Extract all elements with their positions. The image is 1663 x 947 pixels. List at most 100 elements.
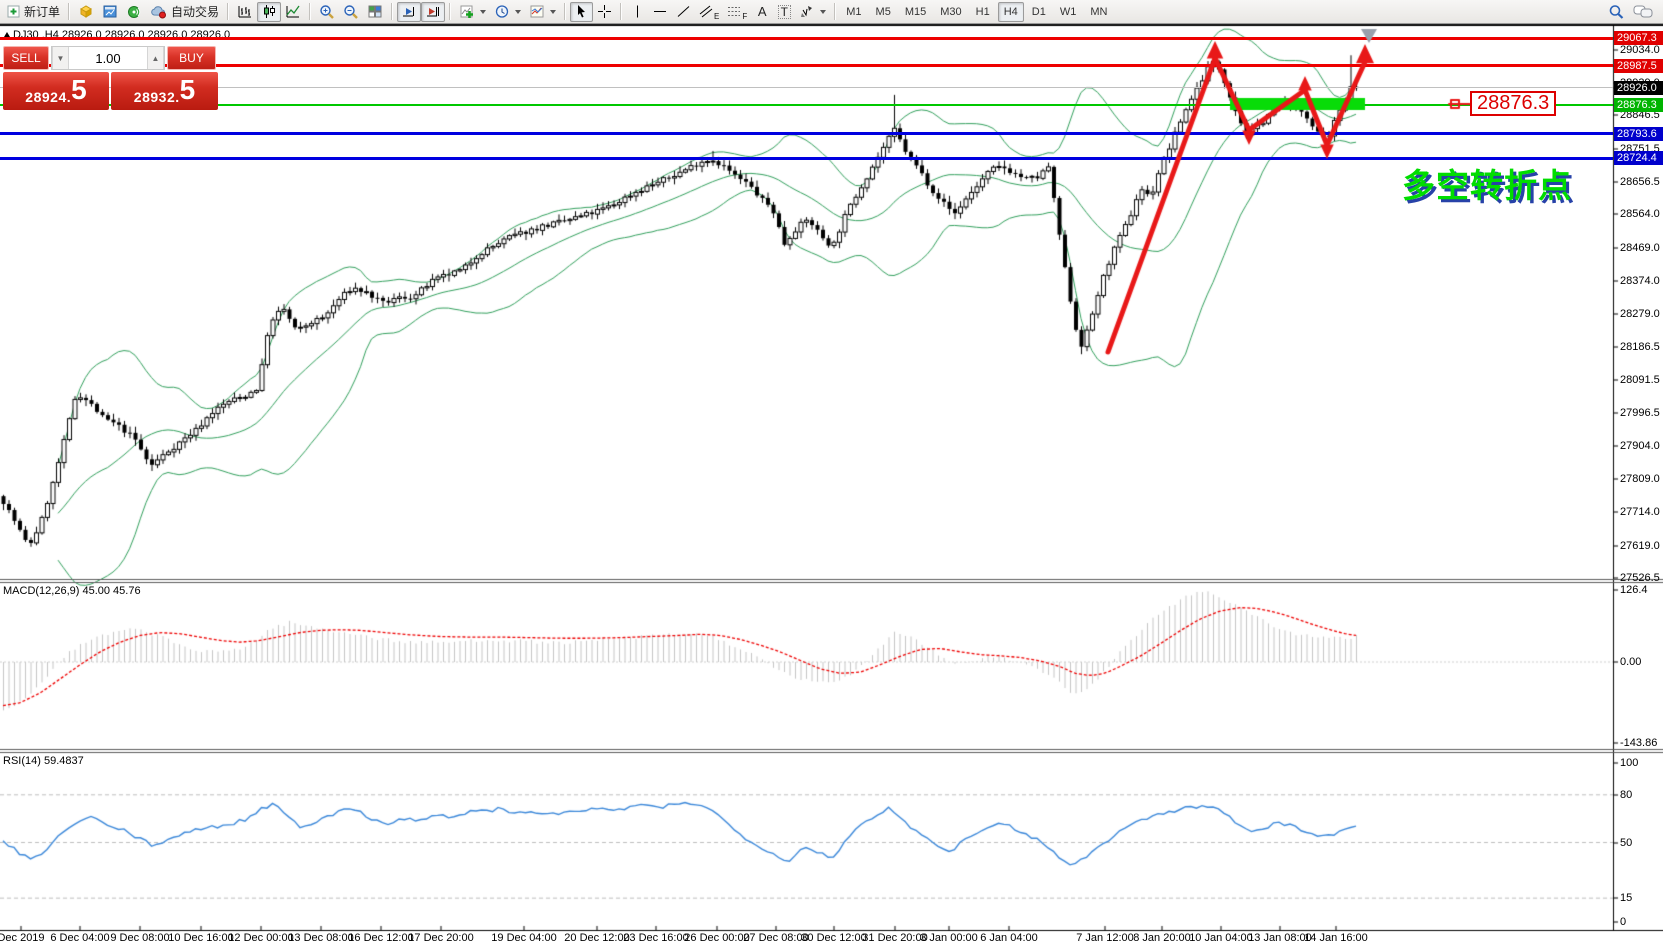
auto-scroll-button[interactable]: [397, 1, 422, 22]
line-chart-button[interactable]: [281, 2, 305, 22]
clock-icon: [494, 4, 510, 19]
volume-increase-button[interactable]: ▲: [147, 47, 164, 69]
buy-price[interactable]: 28932. 5: [111, 72, 218, 110]
equidistant-channel-tool-button[interactable]: E: [695, 2, 723, 22]
signal-button[interactable]: [122, 2, 146, 22]
channel-icon: [699, 4, 713, 19]
horizontal-line-tool-button[interactable]: [648, 2, 672, 22]
time-axis-label: 26 Dec 00:00: [684, 932, 750, 944]
volume-decrease-button[interactable]: ▼: [52, 47, 69, 69]
price-axis-tick: 28374.0: [1620, 274, 1660, 287]
toolbar-separator: [391, 3, 394, 20]
fibonacci-tool-button[interactable]: F: [723, 2, 751, 22]
price-level-line[interactable]: [0, 36, 1613, 40]
timeframe-m15-button[interactable]: M15: [899, 2, 932, 22]
rsi-axis-tick: 15: [1620, 892, 1633, 905]
rsi-axis-tick: 80: [1620, 788, 1633, 801]
new-order-button[interactable]: 新订单: [2, 2, 64, 22]
auto-trading-button[interactable]: 自动交易: [146, 2, 223, 22]
templates-icon: [529, 4, 545, 19]
market-watch-button[interactable]: [74, 2, 98, 22]
zoom-out-button[interactable]: [339, 2, 363, 22]
price-level-line[interactable]: [0, 156, 1613, 160]
price-level-line[interactable]: [0, 64, 1613, 68]
time-axis-label: Dec 2019: [0, 932, 45, 944]
candlestick-chart-button[interactable]: [257, 1, 282, 22]
time-axis-label: 23 Dec 16:00: [623, 932, 689, 944]
time-axis-label: 13 Jan 08:00: [1248, 932, 1312, 944]
add-indicator-icon: [459, 4, 475, 19]
volume-input[interactable]: [69, 47, 147, 69]
bar-chart-button[interactable]: [233, 2, 257, 22]
vertical-line-tool-button[interactable]: [626, 2, 648, 22]
price-axis-tick: 28279.0: [1620, 308, 1660, 321]
bar-chart-icon: [237, 4, 253, 19]
price-level-line[interactable]: [0, 132, 1613, 136]
templates-button[interactable]: [525, 2, 560, 22]
trendline-tool-button[interactable]: [672, 2, 695, 22]
price-axis-tick: 28469.0: [1620, 241, 1660, 254]
label-tool-button[interactable]: T: [773, 2, 795, 22]
timeframe-m5-button[interactable]: M5: [870, 2, 897, 22]
time-axis-label: 8 Jan 20:00: [1133, 932, 1191, 944]
timeframe-h1-button[interactable]: H1: [970, 2, 996, 22]
toolbar-separator: [227, 3, 230, 20]
toolbar-separator: [564, 3, 567, 20]
search-button[interactable]: [1604, 2, 1629, 22]
add-indicator-button[interactable]: [455, 2, 490, 22]
price-axis-tick: 27904.0: [1620, 439, 1660, 452]
time-axis-label: 16 Dec 12:00: [348, 932, 414, 944]
price-level-line[interactable]: [0, 87, 1613, 89]
timeframe-m1-button[interactable]: M1: [840, 2, 867, 22]
auto-scroll-icon: [401, 4, 417, 19]
periods-button[interactable]: [490, 2, 525, 22]
timeframe-m30-button[interactable]: M30: [934, 2, 967, 22]
auto-trading-icon: [150, 4, 168, 19]
crosshair-tool-button[interactable]: [593, 2, 616, 22]
rsi-axis-tick: 0: [1620, 916, 1627, 928]
price-level-line[interactable]: [0, 103, 1613, 106]
timeframe-d1-button[interactable]: D1: [1026, 2, 1052, 22]
chat-button[interactable]: [1629, 2, 1657, 22]
buy-button[interactable]: BUY: [167, 46, 216, 70]
zoom-in-icon: [319, 4, 335, 20]
cursor-tool-button[interactable]: [570, 1, 594, 22]
line-chart-icon: [285, 4, 301, 19]
price-axis-tick: 27996.5: [1620, 407, 1660, 420]
timeframe-h4-button[interactable]: H4: [997, 1, 1024, 22]
price-axis-tick: 27809.0: [1620, 472, 1660, 485]
candlestick-chart-icon: [261, 4, 277, 19]
price-axis-tick: 28564.0: [1620, 208, 1660, 221]
time-axis-label: 12 Dec 00:00: [228, 932, 294, 944]
sell-price[interactable]: 28924. 5: [3, 72, 109, 110]
chart-shift-button[interactable]: [421, 1, 446, 22]
price-callout-box[interactable]: 28876.3: [1470, 91, 1557, 116]
one-click-trading-panel: SELL ▼ ▲ BUY 28924.5 28932.5: [3, 46, 218, 110]
price-axis-tick: 29034.0: [1620, 43, 1660, 56]
signal-icon: [126, 4, 142, 19]
volume-spinner: ▼ ▲: [51, 46, 165, 70]
time-axis-label: 14 Jan 16:00: [1304, 932, 1368, 944]
time-axis-label: 3 Jan 00:00: [920, 932, 978, 944]
price-axis-tag: 28724.4: [1614, 151, 1663, 166]
text-tool-icon: A: [757, 4, 767, 19]
timeframe-group: M1 M5 M15 M30 H1 H4 D1 W1 MN: [840, 1, 1113, 22]
price-axis-tag: 28793.6: [1614, 126, 1663, 141]
label-tool-icon: T: [777, 4, 791, 19]
text-tool-button[interactable]: A: [751, 2, 773, 22]
arrows-tool-button[interactable]: [795, 2, 830, 22]
arrows-icon: [799, 4, 815, 19]
turning-point-annotation[interactable]: 多空转折点: [1402, 167, 1572, 204]
sell-button[interactable]: SELL: [3, 46, 49, 70]
charts-window-button[interactable]: [98, 2, 122, 22]
timeframe-w1-button[interactable]: W1: [1054, 2, 1083, 22]
zoom-in-button[interactable]: [315, 2, 339, 22]
tile-windows-button[interactable]: [363, 2, 387, 22]
time-axis-label: 19 Dec 04:00: [491, 932, 557, 944]
timeframe-mn-button[interactable]: MN: [1084, 2, 1113, 22]
time-axis-label: 30 Dec 12:00: [801, 932, 867, 944]
trendline-icon: [676, 4, 691, 19]
time-axis-label: 10 Jan 04:00: [1189, 932, 1253, 944]
